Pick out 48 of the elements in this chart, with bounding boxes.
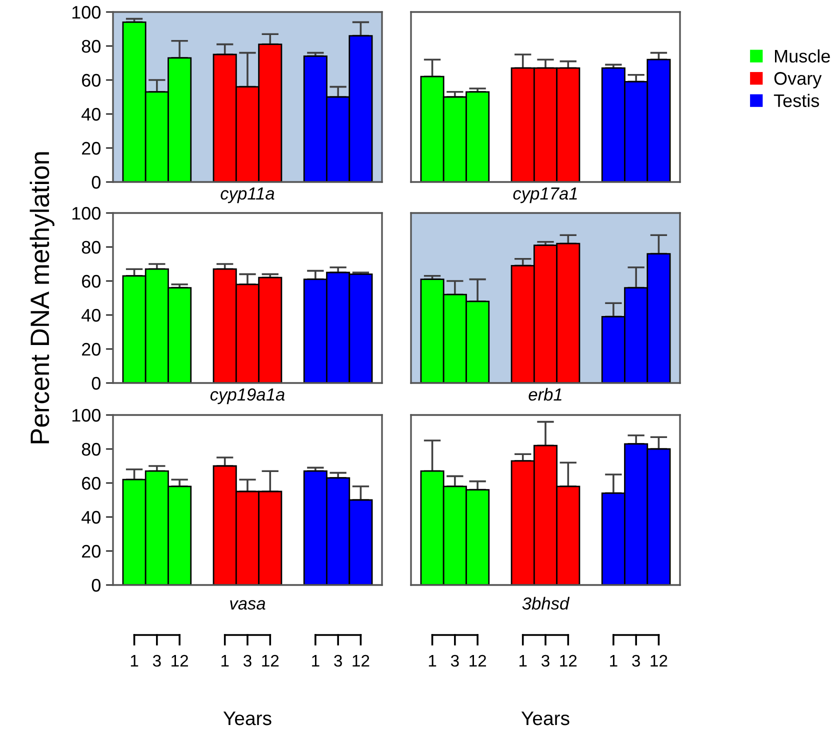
y-tick-label: 100 xyxy=(72,408,100,422)
x-tick-label: 3 xyxy=(244,654,252,667)
x-tick-label: 3 xyxy=(632,654,640,667)
x-tick-label: 12 xyxy=(560,654,577,667)
y-tick-label: 100 xyxy=(72,6,100,19)
y-tick-label: 40 xyxy=(82,308,100,322)
x-tick-label: 3 xyxy=(542,654,550,667)
text: 3bhsd xyxy=(522,596,570,610)
y-tick-label: 40 xyxy=(82,510,100,524)
y-tick-label: 60 xyxy=(82,274,100,288)
text: cyp19a1a xyxy=(210,388,285,404)
y-tick-label: 20 xyxy=(82,544,100,558)
x-tick-label: 12 xyxy=(262,654,279,667)
y-tick-label: 80 xyxy=(82,240,100,254)
text: erb1 xyxy=(528,388,562,401)
y-tick-label: 40 xyxy=(82,108,100,121)
text: cyp11a xyxy=(220,188,274,204)
x-tick-label: 1 xyxy=(610,655,618,667)
legend-label: Muscle xyxy=(775,49,830,63)
x-tick-label: 1 xyxy=(428,655,436,667)
y-tick-label: 0 xyxy=(92,176,100,189)
x-tick-label: 3 xyxy=(152,654,161,667)
x-tick-label: 12 xyxy=(470,654,486,667)
y-tick-label: 100 xyxy=(72,206,100,220)
x-tick-label: 1 xyxy=(221,655,229,667)
x-tick-label: 1 xyxy=(519,655,527,667)
x-tick-label: 1 xyxy=(130,655,138,667)
x-tick-label: 12 xyxy=(172,654,188,667)
legend-label: Testis xyxy=(774,94,820,108)
x-tick-label: 3 xyxy=(334,654,342,667)
x-tick-label: 3 xyxy=(450,654,459,667)
x-axis-title: Years xyxy=(521,712,570,726)
x-axis-title: Years xyxy=(223,712,272,726)
y-tick-label: 80 xyxy=(82,40,100,53)
text: cyp17a1 xyxy=(513,188,577,204)
y-tick-label: 0 xyxy=(92,376,100,390)
y-tick-label: 20 xyxy=(82,142,100,155)
x-tick-label: 12 xyxy=(352,654,370,667)
y-tick-label: 60 xyxy=(82,476,100,490)
y-tick-label: 80 xyxy=(82,442,100,456)
legend-label: Ovary xyxy=(774,72,822,88)
x-tick-label: 12 xyxy=(650,654,668,667)
y-tick-label: 20 xyxy=(82,342,100,356)
y-tick-label: 60 xyxy=(82,74,100,87)
text: vasa xyxy=(230,600,266,610)
y-axis-title: Percent DNA methylation xyxy=(30,152,54,444)
x-tick-label: 1 xyxy=(312,655,320,667)
y-tick-label: 0 xyxy=(92,578,100,592)
